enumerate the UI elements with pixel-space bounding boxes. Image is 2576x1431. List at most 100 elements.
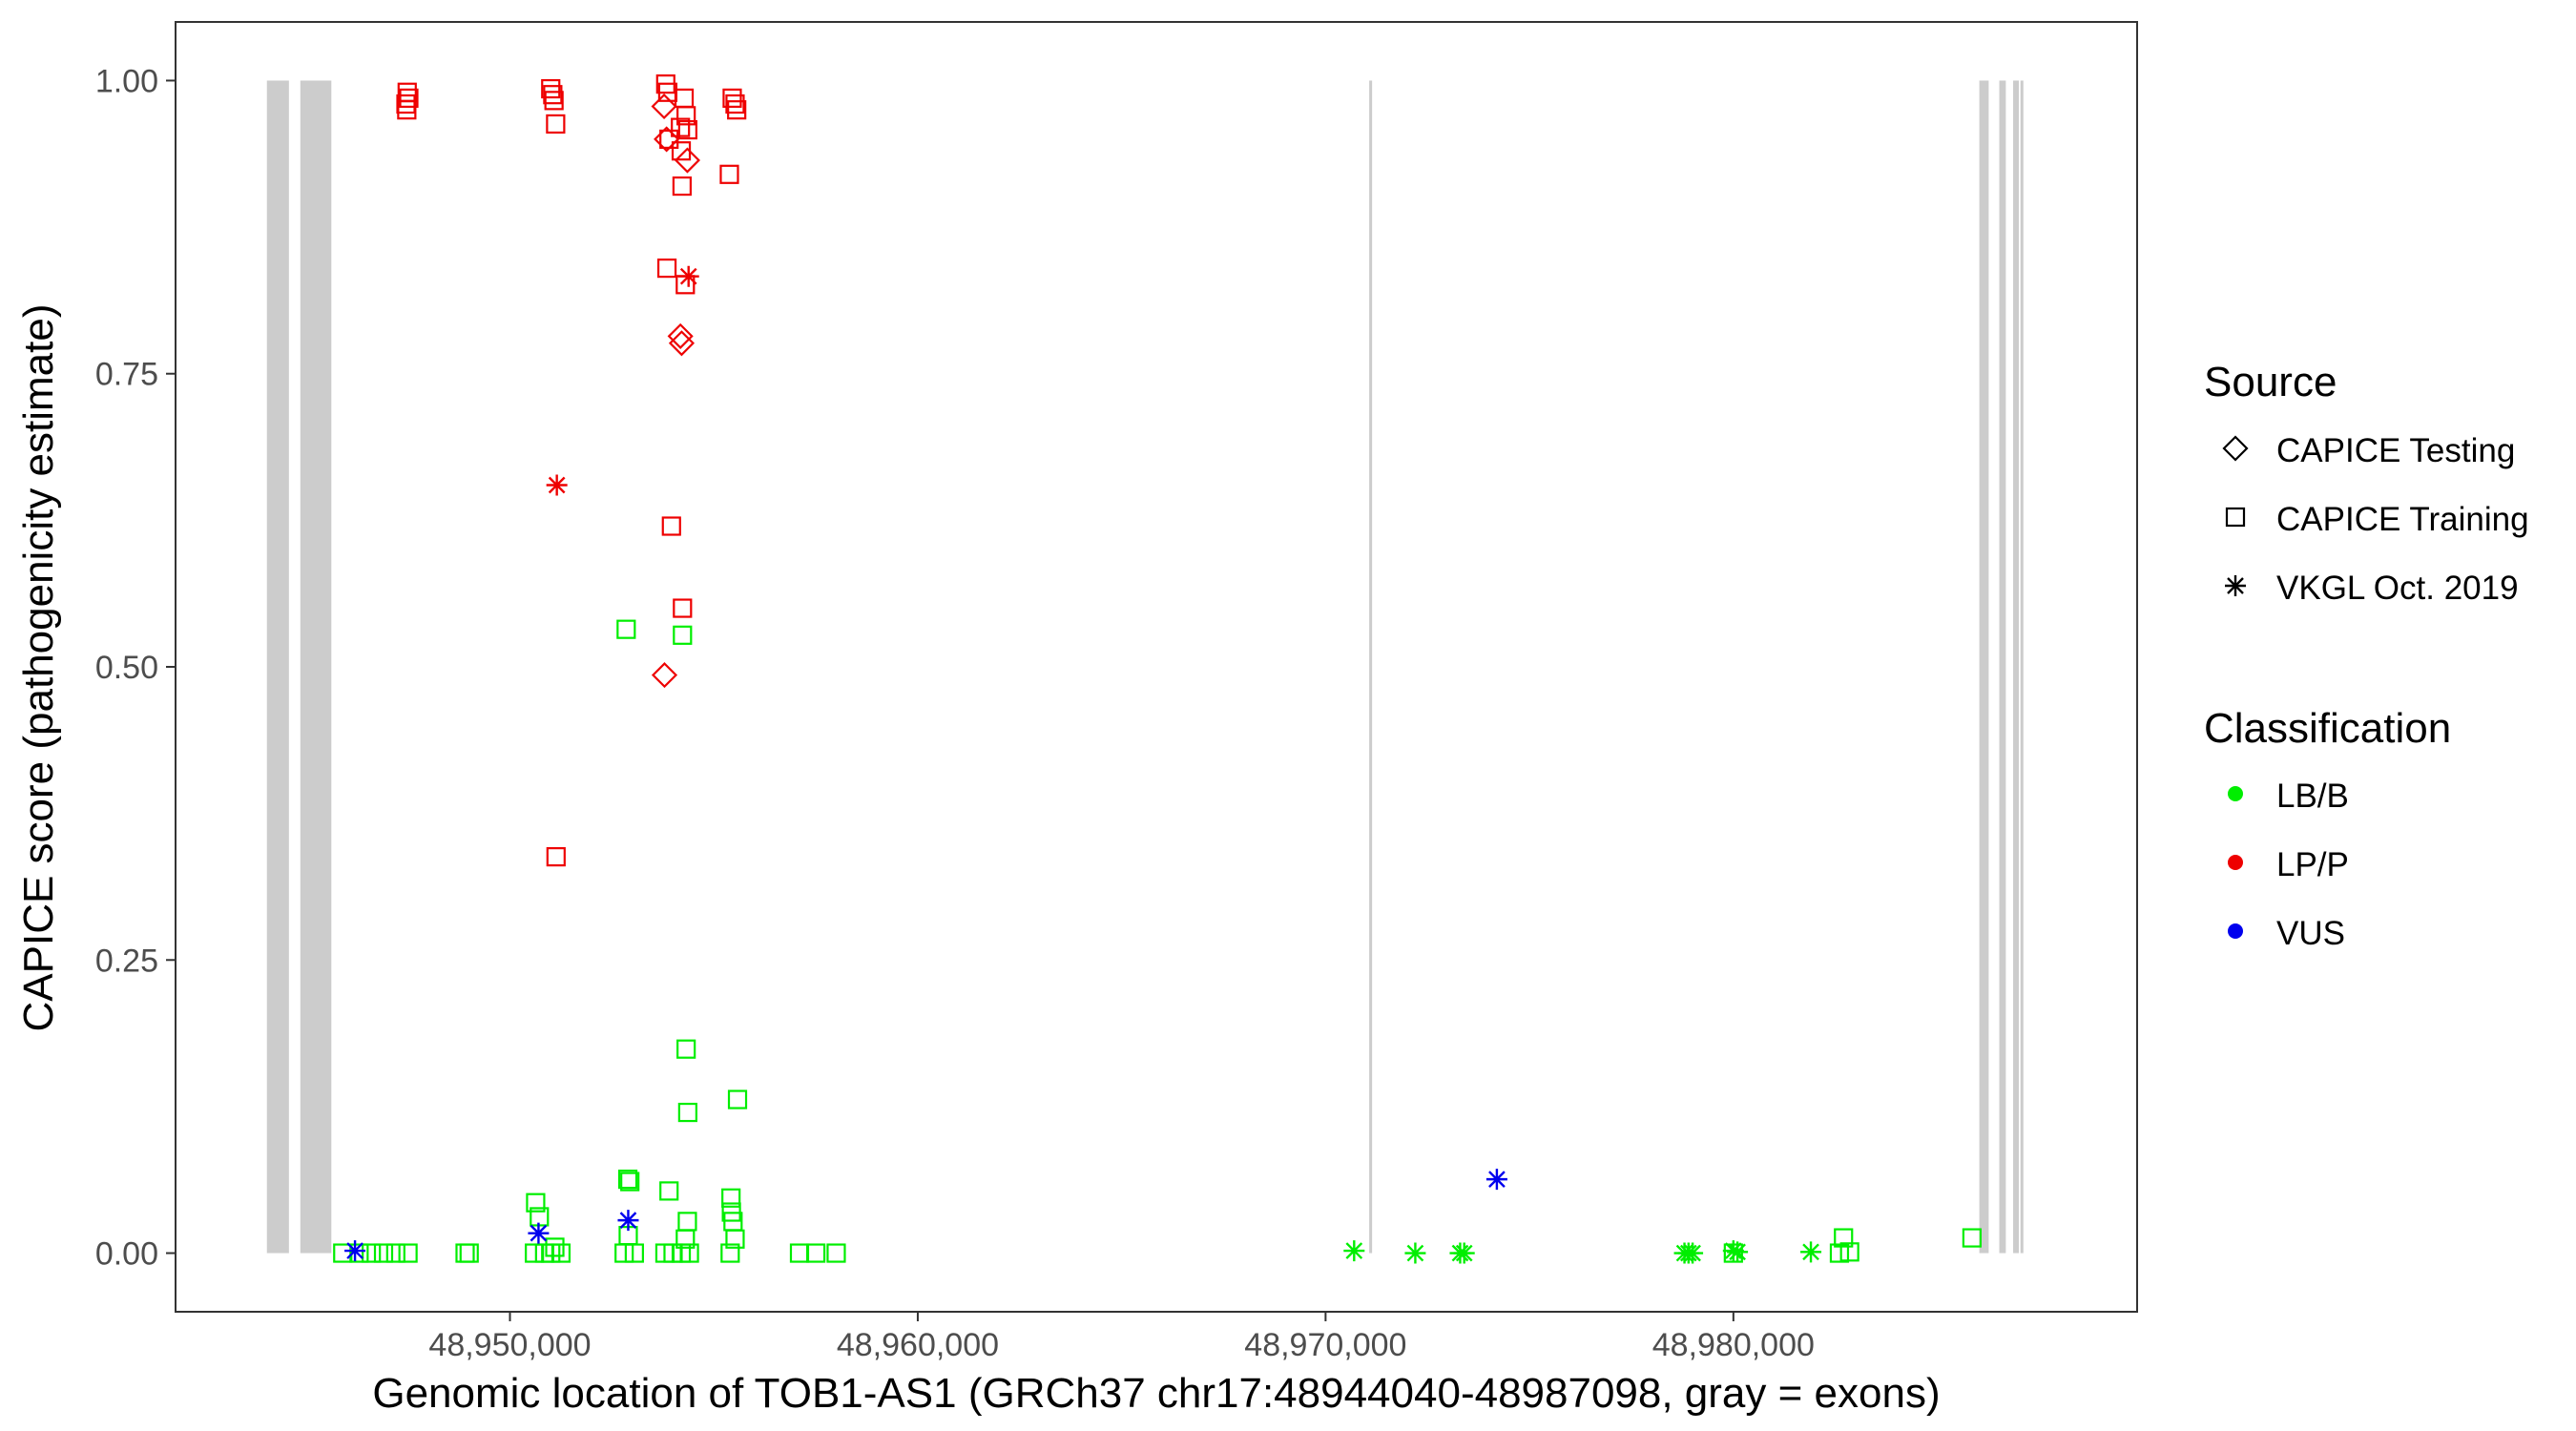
point-training-LB-37 <box>720 1243 740 1263</box>
point-training-LB-24 <box>398 1243 418 1263</box>
point-training-LP-22 <box>656 259 677 279</box>
point-training-LB-18 <box>545 1237 565 1257</box>
legend-key-training <box>2225 507 2246 528</box>
point-vkgl-VUS-2 <box>528 1222 550 1244</box>
point-testing-LP-2 <box>654 126 680 153</box>
point-training-LB-30 <box>551 1243 571 1263</box>
point-training-LB-16 <box>675 1229 696 1249</box>
point-training-LP-11 <box>659 129 679 150</box>
point-training-LB-2 <box>673 625 693 645</box>
exon-layer <box>266 80 2024 1254</box>
point-vkgl-LP-2 <box>546 474 568 496</box>
y-tick-label: 1.00 <box>95 63 158 99</box>
point-training-LB-25 <box>455 1243 475 1263</box>
point-training-LP-13 <box>674 88 695 108</box>
point-training-LB-43 <box>1839 1242 1859 1262</box>
point-training-LB-42 <box>1834 1228 1854 1248</box>
point-vkgl-LB-2 <box>1404 1242 1426 1264</box>
legend-key-LB <box>2228 786 2243 801</box>
legend: Source Classification CAPICE TestingCAPI… <box>2204 359 2529 952</box>
point-training-LB-45 <box>1962 1228 1982 1248</box>
point-training-LP-21 <box>719 164 739 184</box>
point-training-LB-10 <box>659 1181 679 1201</box>
point-training-LB-40 <box>826 1243 846 1263</box>
point-vkgl-VUS-1 <box>344 1240 366 1262</box>
x-tick-label: 48,980,000 <box>1652 1327 1815 1363</box>
point-training-LP-26 <box>546 847 566 867</box>
exon-1 <box>266 80 289 1254</box>
point-training-LB-1 <box>616 619 636 639</box>
point-testing-LP-3 <box>674 147 700 174</box>
point-vkgl-LP-1 <box>677 265 699 287</box>
y-axis-label: CAPICE score (pathogenicity estimate) <box>15 304 62 1032</box>
point-testing-LP-6 <box>651 662 678 689</box>
point-training-LP-12 <box>671 117 691 137</box>
point-training-LP-2 <box>399 88 419 108</box>
point-training-LB-21 <box>362 1243 382 1263</box>
legend-label-LP: LP/P <box>2276 846 2349 883</box>
point-training-LP-6 <box>543 85 563 105</box>
point-vkgl-LB-9 <box>1727 1241 1749 1263</box>
point-vkgl-LB-7 <box>1682 1242 1704 1264</box>
point-testing-LP-1 <box>651 93 677 120</box>
point-testing-LP-5 <box>668 330 696 357</box>
point-training-LB-22 <box>373 1243 394 1263</box>
point-training-LP-25 <box>673 598 693 618</box>
point-training-LB-44 <box>1829 1243 1850 1263</box>
point-training-LB-27 <box>525 1243 545 1263</box>
x-tick-label: 48,950,000 <box>428 1327 591 1363</box>
y-tick-label: 0.00 <box>95 1236 158 1273</box>
y-tick-label: 0.25 <box>95 943 158 979</box>
legend-label-vkgl: VKGL Oct. 2019 <box>2276 570 2519 607</box>
point-vkgl-LB-1 <box>1343 1240 1365 1262</box>
point-training-LB-9 <box>620 1172 640 1192</box>
point-training-LP-19 <box>725 93 745 114</box>
points-layer <box>333 74 1982 1264</box>
x-tick-label: 48,960,000 <box>837 1327 999 1363</box>
legend-key-LP <box>2228 855 2243 870</box>
point-training-LP-18 <box>722 88 742 108</box>
point-training-LB-11 <box>721 1188 741 1208</box>
point-training-LB-23 <box>385 1243 405 1263</box>
x-axis: 48,950,000 48,960,000 48,970,000 48,980,000 <box>428 1312 1815 1363</box>
x-tick-label: 48,970,000 <box>1244 1327 1406 1363</box>
point-training-LB-38 <box>789 1243 810 1263</box>
point-training-LP-20 <box>727 100 747 120</box>
point-vkgl-LB-10 <box>1800 1241 1822 1263</box>
exon-7 <box>2020 80 2024 1254</box>
point-testing-LP-4 <box>667 322 694 349</box>
point-training-LP-5 <box>541 78 561 99</box>
exon-4 <box>1979 80 1989 1254</box>
point-training-LB-5 <box>677 1102 697 1123</box>
point-training-LB-36 <box>679 1243 699 1263</box>
point-vkgl-LB-4 <box>1453 1242 1475 1264</box>
x-axis-label: Genomic location of TOB1-AS1 (GRCh37 chr… <box>372 1370 1940 1417</box>
legend-title-classification: Classification <box>2204 705 2451 752</box>
point-training-LB-19 <box>333 1243 353 1263</box>
point-training-LP-8 <box>546 114 566 135</box>
point-training-LB-3 <box>676 1039 696 1059</box>
plot-border <box>175 21 2138 1313</box>
exon-6 <box>2013 80 2020 1254</box>
point-training-LB-39 <box>805 1243 826 1263</box>
point-training-LB-4 <box>727 1089 748 1110</box>
point-vkgl-LB-8 <box>1722 1240 1744 1262</box>
point-training-LP-14 <box>676 106 696 126</box>
point-training-LP-17 <box>672 176 692 197</box>
point-training-LB-6 <box>526 1192 546 1213</box>
point-training-LP-24 <box>661 516 681 536</box>
point-training-LP-16 <box>671 141 692 161</box>
legend-key-vkgl <box>2225 575 2246 596</box>
point-training-LB-8 <box>617 1170 638 1190</box>
legend-items: CAPICE Testing CAPICE Training VKGL Oct. 2… <box>2222 432 2529 952</box>
y-tick-label: 0.75 <box>95 357 158 393</box>
y-tick-label: 0.50 <box>95 650 158 686</box>
point-training-LP-4 <box>397 100 417 120</box>
point-training-LB-14 <box>725 1229 745 1249</box>
point-training-LB-28 <box>534 1243 554 1263</box>
point-training-LB-26 <box>459 1243 479 1263</box>
legend-label-training: CAPICE Training <box>2276 501 2529 538</box>
point-training-LB-29 <box>541 1243 561 1263</box>
point-training-LB-15 <box>677 1212 697 1232</box>
